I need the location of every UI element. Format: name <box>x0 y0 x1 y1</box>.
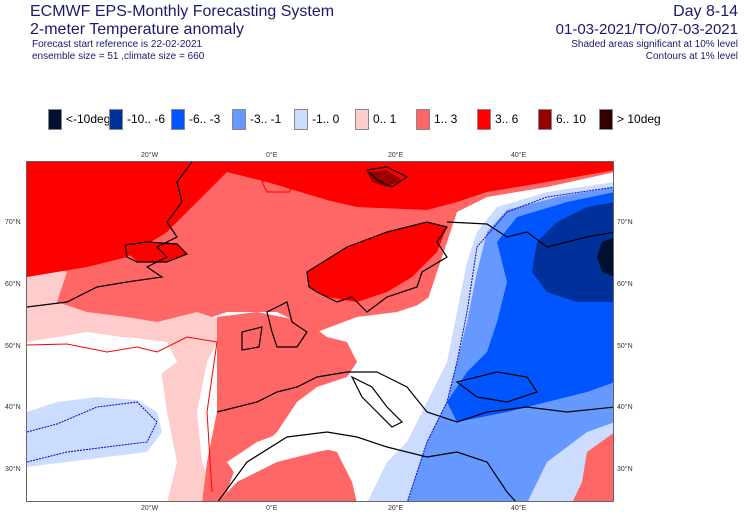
legend-label: 3.. 6 <box>495 112 519 126</box>
legend-label: 0.. 1 <box>373 112 397 126</box>
legend-swatch <box>477 108 491 130</box>
legend-item: 3.. 6 <box>477 108 518 130</box>
coastline-italy <box>350 375 404 428</box>
legend-swatch <box>48 108 62 130</box>
legend-swatch <box>171 108 185 130</box>
anomaly-region-cold-extreme <box>597 237 613 277</box>
anomaly-region-cool-6to10 <box>532 202 613 302</box>
ensemble-info: ensemble size = 51 ,climate size = 660 <box>32 51 205 62</box>
anomaly-region-warm-6to10 <box>367 170 402 187</box>
chart-subtitle: 2-meter Temperature anomaly <box>30 21 245 38</box>
significance-contours <box>27 173 613 501</box>
chart-title: ECMWF EPS-Monthly Forecasting System <box>30 3 335 20</box>
anomaly-region-middle-east-warm <box>572 433 613 501</box>
legend-item: -6.. -3 <box>171 108 220 130</box>
legend-swatch <box>416 108 430 130</box>
coastline-russia-north <box>446 221 613 248</box>
shaded-note: Shaded areas significant at 10% level <box>571 39 738 50</box>
legend-label: -1.. 0 <box>312 112 340 126</box>
contour-cold-atlantic <box>27 401 158 463</box>
anomaly-region-scandinavia <box>307 222 447 302</box>
coastline-europe-mainland <box>216 371 613 423</box>
legend-swatch <box>599 108 613 130</box>
legend-label: <-10deg <box>66 112 111 126</box>
lat-label-right: 30°N <box>617 466 633 473</box>
legend-item: -3.. -1 <box>232 108 281 130</box>
contour-cold-east <box>407 186 613 501</box>
lat-label-right: 70°N <box>617 219 633 226</box>
anomaly-region-iceland <box>122 242 187 262</box>
anomaly-region-neutral-sahara <box>227 427 342 477</box>
lon-label-bottom: 20°E <box>388 505 404 512</box>
coastline-scandinavia <box>306 221 448 313</box>
lon-label-bottom: 40°E <box>511 505 527 512</box>
legend-label: 1.. 3 <box>434 112 458 126</box>
anomaly-region-atlantic-cool <box>27 397 162 467</box>
period-block: Day 8-14 01-03-2021/TO/07-03-2021 Shaded… <box>556 2 738 63</box>
forecast-period: Day 8-14 <box>673 3 738 20</box>
forecast-dates: 01-03-2021/TO/07-03-2021 <box>555 21 738 38</box>
color-legend: <-10deg -10.. -6 -6.. -3 -3.. -1 -1.. 0 … <box>0 108 744 132</box>
legend-item: -1.. 0 <box>294 108 339 130</box>
coastline-greenland <box>27 162 193 308</box>
contour-warm-west <box>27 336 218 493</box>
coastline-africa <box>217 431 516 501</box>
legend-item: 1.. 3 <box>416 108 457 130</box>
anomaly-region-neutral-italy <box>347 372 427 437</box>
legend-swatch <box>294 108 308 130</box>
legend-label: 6.. 10 <box>556 112 587 126</box>
contour-warm-svalbard <box>261 173 298 193</box>
coastline-black-sea <box>455 371 538 403</box>
lat-label-left: 60°N <box>5 281 21 288</box>
lon-label-bottom: 0°E <box>266 505 278 512</box>
coastline-ireland <box>241 326 263 351</box>
coastlines <box>27 162 613 501</box>
legend-label: > 10deg <box>617 112 661 126</box>
lat-label-left: 70°N <box>5 219 21 226</box>
lat-label-right: 40°N <box>617 404 633 411</box>
coastline-britain <box>266 301 308 348</box>
legend-swatch <box>232 108 246 130</box>
forecast-reference: Forecast start reference is 22-02-2021 <box>32 39 203 50</box>
legend-item: <-10deg <box>48 108 110 130</box>
legend-label: -3.. -1 <box>250 112 282 126</box>
legend-swatch <box>538 108 552 130</box>
legend-label: -10.. -6 <box>127 112 166 126</box>
coastline-svalbard <box>365 166 409 188</box>
lat-label-right: 50°N <box>617 343 633 350</box>
lon-label-top: 20°E <box>388 152 404 159</box>
legend-label: -6.. -3 <box>189 112 221 126</box>
legend-item: 6.. 10 <box>538 108 586 130</box>
anomaly-region-warm-0to1 <box>27 257 227 501</box>
coastline-iceland <box>124 241 189 263</box>
lon-label-top: 40°E <box>511 152 527 159</box>
lon-label-top: 0°E <box>266 152 278 159</box>
lat-label-left: 50°N <box>5 343 21 350</box>
legend-item: 0.. 1 <box>355 108 396 130</box>
lon-label-bottom: 20°W <box>141 505 159 512</box>
title-block: ECMWF EPS-Monthly Forecasting System 2-m… <box>30 2 334 63</box>
legend-swatch <box>109 108 123 130</box>
legend-swatch <box>355 108 369 130</box>
contour-note: Contours at 1% level <box>645 51 738 62</box>
anomaly-region-warm-3to6 <box>27 162 613 277</box>
temperature-anomaly-map <box>26 161 614 502</box>
anomaly-region-africa-1to3 <box>218 447 357 501</box>
map-canvas <box>27 162 613 501</box>
legend-item: -10.. -6 <box>109 108 165 130</box>
lon-label-top: 20°W <box>141 152 159 159</box>
lat-label-left: 30°N <box>5 466 21 473</box>
legend-item: > 10deg <box>599 108 661 130</box>
lat-label-right: 60°N <box>617 281 633 288</box>
lat-label-left: 40°N <box>5 404 21 411</box>
